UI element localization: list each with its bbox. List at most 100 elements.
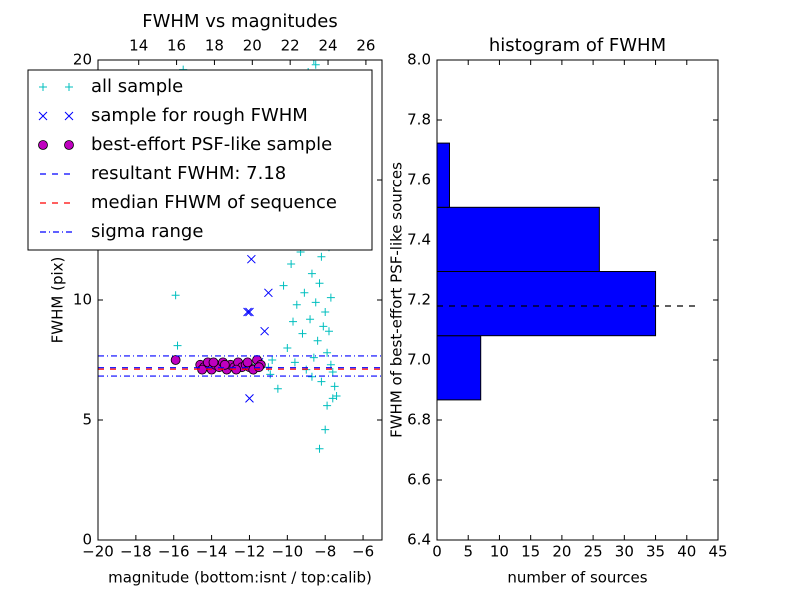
x-marker xyxy=(245,307,254,317)
x-tick-label: −6 xyxy=(352,543,374,561)
x2-tick-label: 14 xyxy=(129,37,148,55)
plus-marker xyxy=(306,315,315,324)
histogram-bar xyxy=(436,335,482,401)
plus-marker xyxy=(326,293,335,302)
plus-marker xyxy=(317,252,326,261)
plus-marker xyxy=(315,279,324,288)
x-tick-label: 35 xyxy=(646,543,665,561)
y-tick-label: 7.8 xyxy=(407,111,431,129)
x2-tick-label: 16 xyxy=(167,37,186,55)
x2-tick-label: 22 xyxy=(281,37,300,55)
plus-marker xyxy=(321,308,330,316)
plus-marker xyxy=(315,444,324,453)
x-tick-label: 30 xyxy=(615,543,634,561)
plus-marker xyxy=(298,329,307,338)
plus-marker xyxy=(292,300,301,309)
x-axis-label: magnitude (bottom:isnt / top:calib) xyxy=(108,569,372,587)
plus-marker xyxy=(319,322,328,331)
y-tick-label: 7.0 xyxy=(407,351,431,369)
y-axis-label: FWHM (pix) xyxy=(49,257,67,344)
legend-label: all sample xyxy=(91,76,183,97)
y-tick-label: 10 xyxy=(73,291,92,309)
y-tick-label: 6.4 xyxy=(407,531,431,549)
x2-tick-label: 20 xyxy=(243,37,262,55)
legend-label: best-effort PSF-like sample xyxy=(91,134,332,155)
plus-marker xyxy=(328,394,337,403)
x-marker xyxy=(64,111,74,121)
plus-marker xyxy=(290,358,299,367)
x-tick-label: −10 xyxy=(272,543,304,561)
x-tick-label: 15 xyxy=(521,543,540,561)
plus-marker xyxy=(317,377,326,386)
y-tick-label: 8.0 xyxy=(407,51,431,69)
plus-marker xyxy=(287,260,296,268)
y-tick-label: 7.6 xyxy=(407,171,431,189)
x-tick-label: 5 xyxy=(463,543,473,561)
plus-marker xyxy=(323,348,332,357)
legend-label: median FHWM of sequence xyxy=(91,192,337,213)
plus-marker xyxy=(273,384,282,393)
x-tick-label: 25 xyxy=(584,543,603,561)
x-tick-label: −18 xyxy=(120,543,152,561)
plus-marker xyxy=(173,341,182,350)
legend-label: resultant FWHM: 7.18 xyxy=(91,163,286,184)
plus-marker xyxy=(65,83,73,91)
x-tick-label: 40 xyxy=(677,543,696,561)
x-marker xyxy=(264,288,273,298)
circle-marker xyxy=(64,140,74,150)
plus-marker xyxy=(328,368,337,376)
x-tick-label: −8 xyxy=(314,543,336,561)
plus-marker xyxy=(321,425,330,434)
plus-marker xyxy=(313,336,322,345)
plus-marker xyxy=(330,382,339,391)
plus-marker xyxy=(283,344,292,352)
y-tick-label: 7.4 xyxy=(407,231,431,249)
x2-tick-label: 26 xyxy=(356,37,375,55)
x-tick-label: 20 xyxy=(552,543,571,561)
histogram-bar xyxy=(436,271,657,337)
plus-marker xyxy=(39,83,47,91)
plus-marker xyxy=(289,317,298,326)
plus-marker xyxy=(309,60,318,64)
plus-marker xyxy=(307,269,316,278)
plus-marker xyxy=(311,60,320,69)
circle-marker xyxy=(208,357,219,368)
plus-marker xyxy=(307,372,316,381)
circle-marker xyxy=(170,355,181,365)
plus-marker xyxy=(171,291,180,300)
x-tick-label: −12 xyxy=(234,543,266,561)
x2-tick-label: 24 xyxy=(318,37,337,55)
plus-marker xyxy=(309,353,318,362)
plus-marker xyxy=(279,281,288,290)
x-marker xyxy=(247,254,256,264)
x-tick-label: 0 xyxy=(432,543,442,561)
x2-tick-label: 18 xyxy=(205,37,224,55)
axes-frame xyxy=(97,59,383,541)
circle-marker xyxy=(242,357,253,368)
plus-marker xyxy=(300,288,309,297)
x-tick-label: 45 xyxy=(708,543,727,561)
y-axis-label: FWHM of best-effort PSF-like sources xyxy=(388,162,406,438)
x-marker xyxy=(260,326,269,336)
circle-marker xyxy=(219,359,230,370)
chart-title: FWHM vs magnitudes xyxy=(142,11,337,32)
chart-title: histogram of FWHM xyxy=(489,35,666,56)
circle-marker xyxy=(38,140,48,150)
y-tick-label: 6.8 xyxy=(407,411,431,429)
x-marker xyxy=(38,111,48,121)
x-tick-label: −16 xyxy=(158,543,190,561)
x-tick-label: −20 xyxy=(82,543,114,561)
histogram-bar xyxy=(436,206,600,272)
y-tick-label: 0 xyxy=(82,531,92,549)
x-marker xyxy=(245,394,254,403)
y-tick-label: 5 xyxy=(82,411,92,429)
y-tick-label: 6.6 xyxy=(407,471,431,489)
x-tick-label: 10 xyxy=(490,543,509,561)
x-axis-label: number of sources xyxy=(507,569,647,587)
y-tick-label: 20 xyxy=(73,51,92,69)
plus-marker xyxy=(323,401,332,410)
plus-marker xyxy=(266,370,275,379)
plus-marker xyxy=(268,356,277,364)
legend-label: sample for rough FWHM xyxy=(91,105,308,126)
